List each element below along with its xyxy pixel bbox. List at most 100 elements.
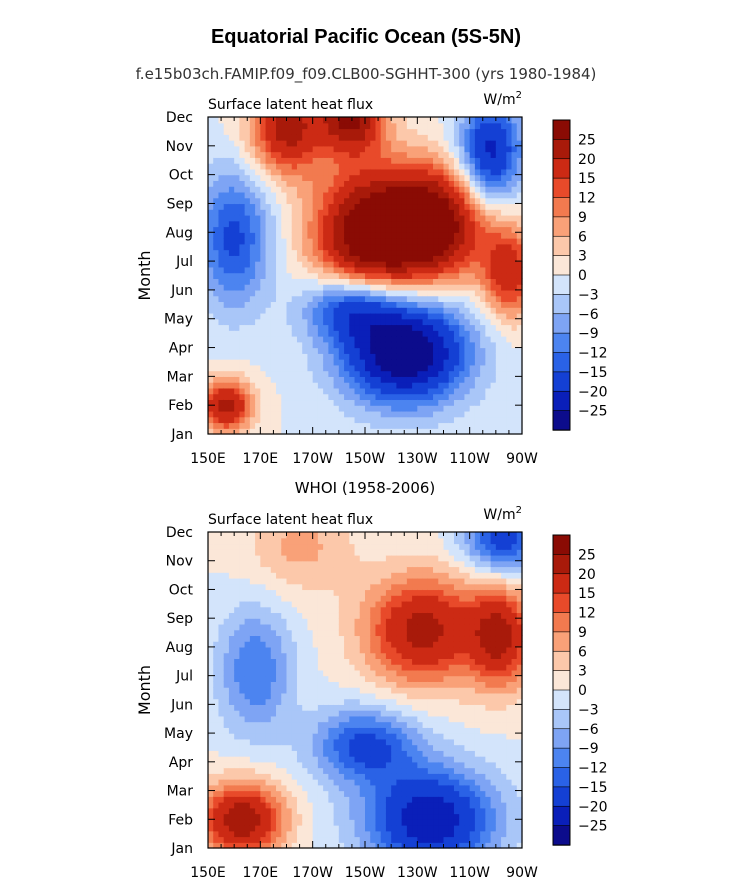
heatmap-cell	[291, 382, 298, 389]
heatmap-cell	[480, 284, 486, 291]
heatmap-cell	[234, 410, 240, 418]
heatmap-cell	[239, 209, 246, 216]
heatmap-cell	[234, 698, 240, 705]
heatmap-cell	[223, 830, 230, 838]
heatmap-cell	[223, 428, 230, 435]
heatmap-cell	[239, 278, 246, 285]
heatmap-cell	[485, 410, 492, 418]
heatmap-cell	[234, 704, 240, 711]
heatmap-cell	[249, 704, 256, 711]
heatmap-cell	[281, 560, 288, 568]
heatmap-cell	[276, 554, 282, 562]
heatmap-cell	[349, 830, 356, 838]
heatmap-cell	[307, 226, 314, 233]
heatmap-cell	[338, 209, 345, 216]
heatmap-cell	[459, 261, 466, 268]
heatmap-cell	[422, 364, 429, 372]
heatmap-cell	[255, 577, 261, 585]
heatmap-cell	[453, 382, 460, 389]
heatmap-cell	[516, 180, 523, 187]
heatmap-cell	[249, 733, 256, 740]
heatmap-cell	[359, 324, 366, 331]
heatmap-cell	[239, 727, 246, 734]
heatmap-cell	[260, 399, 267, 406]
heatmap-cell	[270, 336, 277, 343]
heatmap-cell	[474, 289, 481, 297]
heatmap-cell	[228, 307, 235, 314]
heatmap-cell	[228, 681, 235, 688]
heatmap-cell	[385, 163, 392, 170]
heatmap-cell	[218, 359, 225, 366]
heatmap-cell	[286, 266, 293, 274]
heatmap-cell	[354, 721, 361, 728]
heatmap-cell	[286, 197, 293, 205]
heatmap-cell	[490, 145, 497, 153]
heatmap-cell	[270, 664, 277, 671]
heatmap-cell	[370, 226, 377, 233]
heatmap-cell	[223, 140, 230, 147]
heatmap-cell	[276, 122, 282, 130]
heatmap-cell	[312, 715, 319, 723]
heatmap-cell	[375, 232, 382, 239]
heatmap-cell	[239, 399, 246, 406]
heatmap-cell	[459, 232, 466, 239]
heatmap-cell	[485, 117, 492, 124]
heatmap-cell	[228, 347, 235, 354]
heatmap-cell	[281, 618, 288, 625]
heatmap-cell	[469, 405, 476, 412]
heatmap-cell	[344, 641, 350, 648]
heatmap-cell	[459, 318, 466, 326]
heatmap-cell	[208, 209, 214, 216]
heatmap-cell	[365, 140, 371, 147]
heatmap-cell	[354, 243, 361, 251]
heatmap-cell	[255, 750, 261, 757]
heatmap-cell	[365, 168, 371, 176]
heatmap-cell	[401, 370, 408, 377]
heatmap-cell	[255, 761, 261, 769]
heatmap-cell	[485, 393, 492, 401]
heatmap-cell	[317, 819, 324, 826]
heatmap-cell	[448, 220, 455, 228]
heatmap-cell	[307, 174, 314, 181]
heatmap-cell	[333, 641, 340, 648]
heatmap-cell	[213, 261, 220, 268]
heatmap-cell	[307, 186, 314, 193]
heatmap-cell	[307, 341, 314, 349]
heatmap-cell	[213, 180, 220, 187]
heatmap-cell	[265, 652, 272, 659]
heatmap-cell	[234, 543, 240, 550]
heatmap-cell	[218, 341, 225, 349]
heatmap-cell	[317, 387, 324, 395]
heatmap-cell	[459, 359, 466, 366]
heatmap-cell	[359, 399, 366, 406]
heatmap-cell	[249, 307, 256, 314]
heatmap-cell	[223, 382, 230, 389]
heatmap-cell	[234, 359, 240, 366]
heatmap-cell	[249, 203, 256, 210]
heatmap-cell	[333, 842, 340, 849]
heatmap-cell	[485, 163, 492, 170]
heatmap-cell	[427, 353, 434, 360]
heatmap-cell	[239, 738, 246, 746]
heatmap-cell	[213, 692, 220, 700]
heatmap-cell	[349, 756, 356, 763]
heatmap-cell	[265, 692, 272, 700]
heatmap-cell	[218, 272, 225, 279]
heatmap-cell	[234, 687, 240, 694]
heatmap-cell	[239, 750, 246, 757]
heatmap-cell	[208, 186, 214, 193]
heatmap-cell	[344, 658, 350, 665]
heatmap-cell	[333, 140, 340, 147]
heatmap-cell	[234, 243, 240, 251]
heatmap-cell	[464, 174, 471, 181]
heatmap-cell	[344, 560, 350, 568]
heatmap-cell	[255, 583, 261, 591]
heatmap-cell	[249, 214, 256, 222]
heatmap-cell	[270, 226, 277, 233]
heatmap-cell	[312, 266, 319, 274]
heatmap-cell	[255, 566, 261, 573]
heatmap-cell	[349, 549, 356, 556]
heatmap-cell	[223, 399, 230, 406]
heatmap-cell	[511, 289, 518, 297]
heatmap-cell	[485, 405, 492, 412]
